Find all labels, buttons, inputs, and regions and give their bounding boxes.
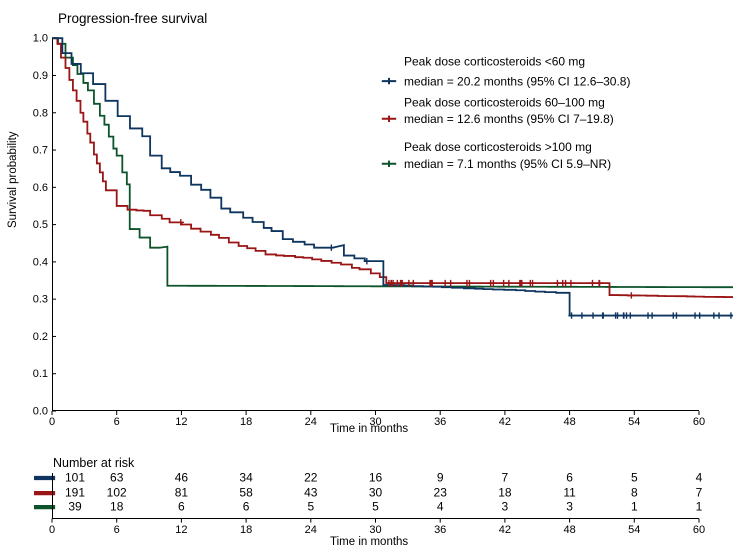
svg-text:3: 3 — [502, 500, 509, 514]
svg-text:36: 36 — [434, 524, 446, 536]
svg-text:24: 24 — [305, 416, 317, 428]
svg-text:43: 43 — [304, 486, 318, 500]
svg-text:11: 11 — [563, 486, 576, 500]
svg-text:60: 60 — [693, 524, 705, 536]
svg-text:median = 20.2 months (95% CI 1: median = 20.2 months (95% CI 12.6–30.8) — [404, 74, 630, 88]
svg-text:0: 0 — [49, 416, 55, 428]
svg-text:1: 1 — [696, 500, 703, 514]
svg-text:12: 12 — [175, 416, 187, 428]
svg-text:48: 48 — [563, 524, 575, 536]
svg-text:Peak dose corticosteroids 60–1: Peak dose corticosteroids 60–100 mg — [404, 95, 605, 109]
svg-text:7: 7 — [696, 486, 703, 500]
svg-text:42: 42 — [499, 416, 511, 428]
svg-text:5: 5 — [631, 471, 638, 485]
svg-text:54: 54 — [628, 524, 640, 536]
svg-text:42: 42 — [499, 524, 511, 536]
svg-text:0.0: 0.0 — [33, 406, 48, 418]
svg-text:60: 60 — [693, 416, 705, 428]
svg-text:3: 3 — [566, 500, 573, 514]
svg-text:6: 6 — [178, 500, 185, 514]
svg-text:34: 34 — [239, 471, 253, 485]
svg-text:9: 9 — [437, 471, 444, 485]
svg-text:4: 4 — [696, 471, 703, 485]
svg-text:39: 39 — [68, 500, 82, 514]
svg-text:Peak dose corticosteroids <60: Peak dose corticosteroids <60 mg — [404, 55, 585, 69]
svg-text:46: 46 — [175, 471, 189, 485]
svg-text:0.8: 0.8 — [33, 107, 48, 119]
svg-text:6: 6 — [566, 471, 573, 485]
svg-text:0.5: 0.5 — [33, 219, 48, 231]
svg-text:0.9: 0.9 — [33, 70, 48, 82]
svg-text:Peak dose corticosteroids >100: Peak dose corticosteroids >100 mg — [404, 140, 592, 154]
svg-text:4: 4 — [437, 500, 444, 514]
svg-text:0.7: 0.7 — [33, 145, 48, 157]
svg-text:12: 12 — [175, 524, 187, 536]
svg-text:58: 58 — [239, 486, 253, 500]
svg-text:54: 54 — [628, 416, 640, 428]
svg-text:median = 12.6 months (95% CI 7: median = 12.6 months (95% CI 7–19.8) — [404, 112, 614, 126]
svg-text:median = 7.1 months (95% CI 5.: median = 7.1 months (95% CI 5.9–NR) — [404, 157, 611, 171]
svg-text:48: 48 — [563, 416, 575, 428]
svg-text:0.6: 0.6 — [33, 182, 48, 194]
svg-text:5: 5 — [372, 500, 379, 514]
svg-text:1: 1 — [631, 500, 638, 514]
svg-text:102: 102 — [107, 486, 127, 500]
svg-text:6: 6 — [114, 524, 120, 536]
svg-text:16: 16 — [369, 471, 383, 485]
svg-text:81: 81 — [175, 486, 189, 500]
svg-text:23: 23 — [434, 486, 448, 500]
svg-text:18: 18 — [498, 486, 512, 500]
svg-text:6: 6 — [114, 416, 120, 428]
svg-text:0.3: 0.3 — [33, 294, 48, 306]
svg-text:5: 5 — [307, 500, 314, 514]
svg-text:63: 63 — [110, 471, 124, 485]
svg-text:Number at risk: Number at risk — [53, 456, 135, 470]
svg-text:0: 0 — [49, 524, 55, 536]
svg-text:18: 18 — [110, 500, 124, 514]
svg-text:36: 36 — [434, 416, 446, 428]
svg-text:22: 22 — [304, 471, 318, 485]
svg-text:8: 8 — [631, 486, 638, 500]
svg-text:30: 30 — [369, 524, 381, 536]
svg-text:191: 191 — [65, 486, 85, 500]
svg-text:1.0: 1.0 — [33, 33, 48, 45]
svg-text:6: 6 — [243, 500, 250, 514]
svg-text:7: 7 — [502, 471, 509, 485]
svg-text:101: 101 — [65, 471, 85, 485]
svg-text:30: 30 — [369, 486, 383, 500]
svg-text:0.1: 0.1 — [33, 368, 48, 380]
svg-text:0.4: 0.4 — [33, 256, 48, 268]
svg-text:Progression-free survival: Progression-free survival — [58, 11, 207, 26]
svg-text:24: 24 — [305, 524, 317, 536]
svg-text:18: 18 — [240, 524, 252, 536]
svg-text:0.2: 0.2 — [33, 331, 48, 343]
svg-text:18: 18 — [240, 416, 252, 428]
